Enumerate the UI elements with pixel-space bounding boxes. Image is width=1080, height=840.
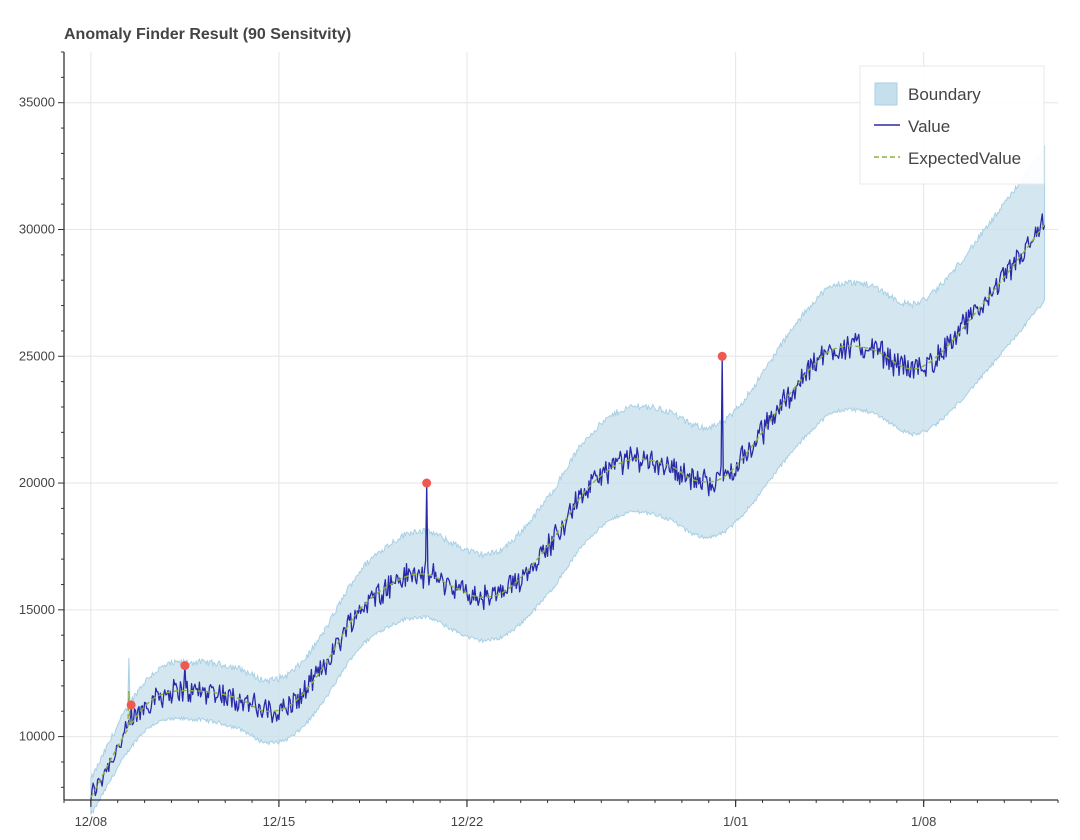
y-tick-label: 25000 [19,348,55,363]
legend-label-value: Value [908,117,950,136]
legend: Boundary Value ExpectedValue [859,65,1045,185]
boundary-band [90,145,1046,815]
legend-swatch-boundary [874,82,898,106]
anomaly-point [180,661,190,671]
expected-layer [90,223,1046,798]
y-tick-label: 15000 [19,602,55,617]
anomaly-point [422,478,432,488]
value-series-line [90,213,1046,802]
legend-label-boundary: Boundary [908,85,981,104]
x-tick-label: 1/08 [911,814,936,829]
y-tick-label: 20000 [19,475,55,490]
axis-layer: 10000 15000 20000 25000 30000 35000 12/08 12/15… [19,51,1059,829]
anomaly-point [717,351,727,361]
x-tick-label: 12/08 [75,814,108,829]
legend-label-expected: ExpectedValue [908,149,1021,168]
y-tick-label: 35000 [19,95,55,110]
y-tick-label: 30000 [19,221,55,236]
chart-title: Anomaly Finder Result (90 Sensitvity) [64,26,352,43]
x-tick-label: 12/22 [451,814,484,829]
x-tick-label: 1/01 [723,814,748,829]
boundary-layer [90,145,1046,815]
anomaly-layer [126,351,727,710]
x-tick-label: 12/15 [263,814,296,829]
value-layer [90,213,1046,802]
y-tick-label: 10000 [19,729,55,744]
anomaly-point [126,700,136,710]
expected-value-series-line [90,223,1046,798]
